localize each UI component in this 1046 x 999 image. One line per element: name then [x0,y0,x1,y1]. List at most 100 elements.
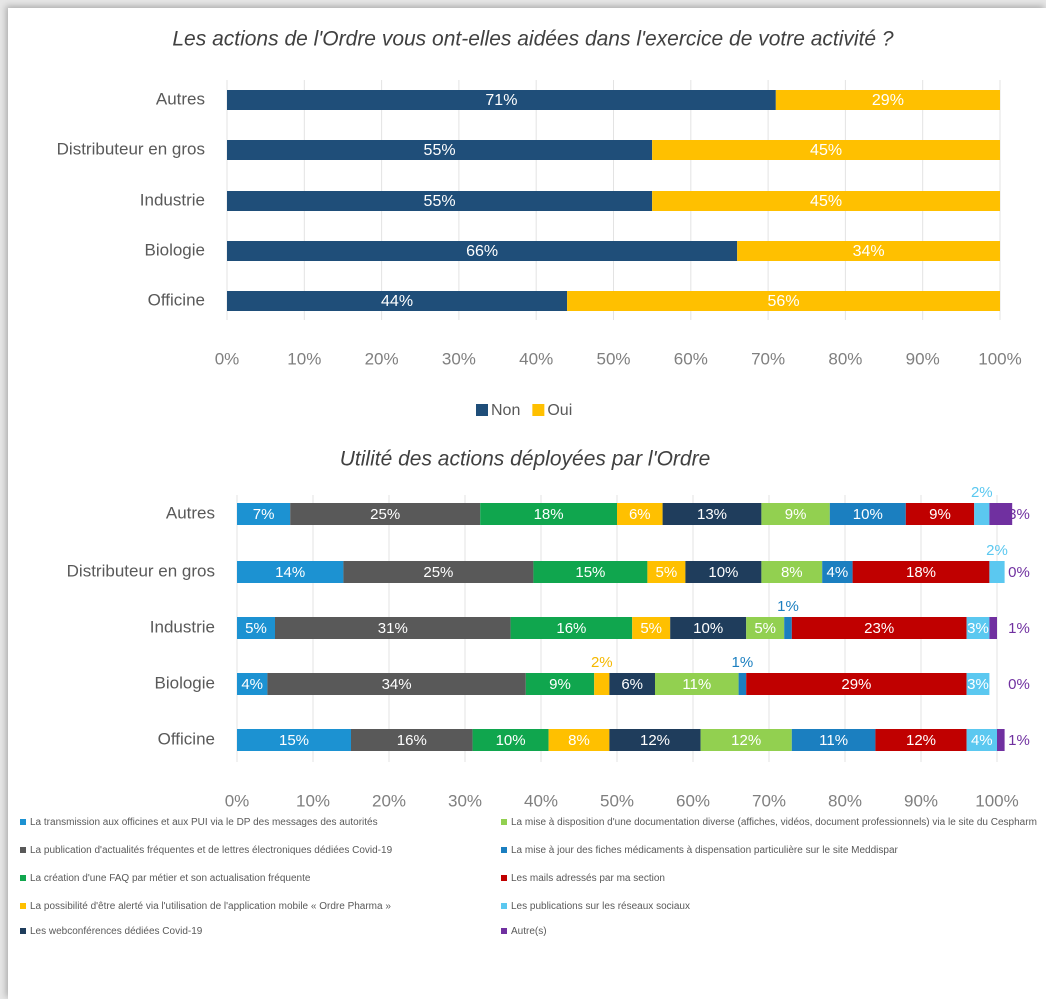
legend-swatch [501,928,507,934]
value-label: 45% [810,193,842,210]
x-tick-label: 20% [365,349,399,368]
value-label: 44% [381,293,413,310]
bar-segment [966,673,990,695]
x-tick-label: 0% [215,349,240,368]
value-label: 4% [827,564,849,581]
value-label: 9% [785,506,807,523]
bar-segment [737,241,1000,261]
value-label: 8% [568,732,590,749]
bar-segment [237,617,275,639]
legend-swatch [501,819,507,825]
value-label: 10% [496,732,526,749]
category-label: Officine [158,729,215,748]
category-label: Biologie [155,673,216,692]
value-label: 1% [1008,620,1030,637]
bar-segment [533,561,648,583]
legend-swatch [20,819,26,825]
value-label: 2% [591,654,613,671]
x-tick-label: 80% [828,349,862,368]
value-label: 71% [485,92,517,109]
legend-item: Les publications sur les réseaux sociaux [501,900,1046,913]
legend-label: Oui [547,402,572,419]
legend-label: La mise à disposition d'une documentatio… [511,817,1037,828]
value-label: 0% [1008,676,1030,693]
value-label: 1% [732,654,754,671]
bar-segment [609,673,655,695]
legend-item: Autre(s) [501,925,1046,938]
category-label: Officine [148,290,205,309]
x-tick-label: 100% [975,791,1018,810]
value-label: 11% [682,676,711,693]
value-label: 25% [423,564,453,581]
bar-segment [746,673,967,695]
value-label: 12% [906,732,936,749]
legend-item: La transmission aux officines et aux PUI… [20,816,490,829]
legend-swatch [532,404,545,416]
bar-segment [761,561,823,583]
category-label: Distributeur en gros [67,561,215,580]
bar-segment [784,617,792,639]
x-tick-label: 10% [296,791,330,810]
category-label: Distributeur en gros [57,139,205,158]
x-tick-label: 20% [372,791,406,810]
x-tick-label: 90% [906,349,940,368]
value-label: 34% [853,243,885,260]
bar-segment [647,561,686,583]
bar-segment [525,673,595,695]
value-label: 5% [754,620,776,637]
x-tick-label: 10% [287,349,321,368]
bar-segment [227,140,653,160]
value-label: 8% [781,564,803,581]
legend-label: La mise à jour des fiches médicaments à … [511,845,898,856]
chart-title: Utilité des actions déployées par l'Ordr… [340,448,711,471]
bar-segment [237,673,268,695]
legend-swatch [476,404,488,416]
value-label: 56% [768,293,800,310]
value-label: 14% [275,564,305,581]
bar-segment [472,729,549,751]
bar-segment [652,191,1000,211]
value-label: 29% [841,676,871,693]
bar-segment [567,291,1000,311]
value-label: 16% [397,732,427,749]
x-tick-label: 80% [828,791,862,810]
value-label: 2% [986,542,1008,559]
bar-segment [662,503,762,525]
value-label: 12% [731,732,761,749]
category-label: Industrie [140,190,205,209]
legend-item: La publication d'actualités fréquentes e… [20,844,490,857]
x-tick-label: 40% [524,791,558,810]
value-label: 11% [819,732,848,749]
bar-segment [617,503,663,525]
bar-segment [989,617,997,639]
x-tick-label: 50% [600,791,634,810]
bar-segment [632,617,671,639]
value-label: 1% [1008,732,1030,749]
legend-item: La mise à jour des fiches médicaments à … [501,844,1046,857]
value-label: 3% [967,620,989,637]
x-tick-label: 50% [596,349,630,368]
legend-swatch [20,903,26,909]
value-label: 16% [556,620,586,637]
bar-segment [875,729,967,751]
bar-segment [237,561,344,583]
bar-segment [351,729,473,751]
value-label: 3% [967,676,989,693]
bar-segment [670,617,747,639]
value-label: 1% [777,598,799,615]
value-label: 4% [971,732,993,749]
value-label: 4% [241,676,263,693]
x-tick-label: 40% [519,349,553,368]
chart: Les actions de l'Ordre vous ont-elles ai… [57,28,1030,811]
x-tick-label: 100% [978,349,1021,368]
bar-segment [966,729,997,751]
bar-segment [700,729,792,751]
value-label: 10% [853,506,883,523]
bar-segment [594,673,610,695]
legend-item: Les mails adressés par ma section [501,872,1046,885]
bar-segment [905,503,975,525]
bar-segment [966,617,990,639]
legend-swatch [20,928,26,934]
legend-swatch [501,875,507,881]
x-tick-label: 90% [904,791,938,810]
